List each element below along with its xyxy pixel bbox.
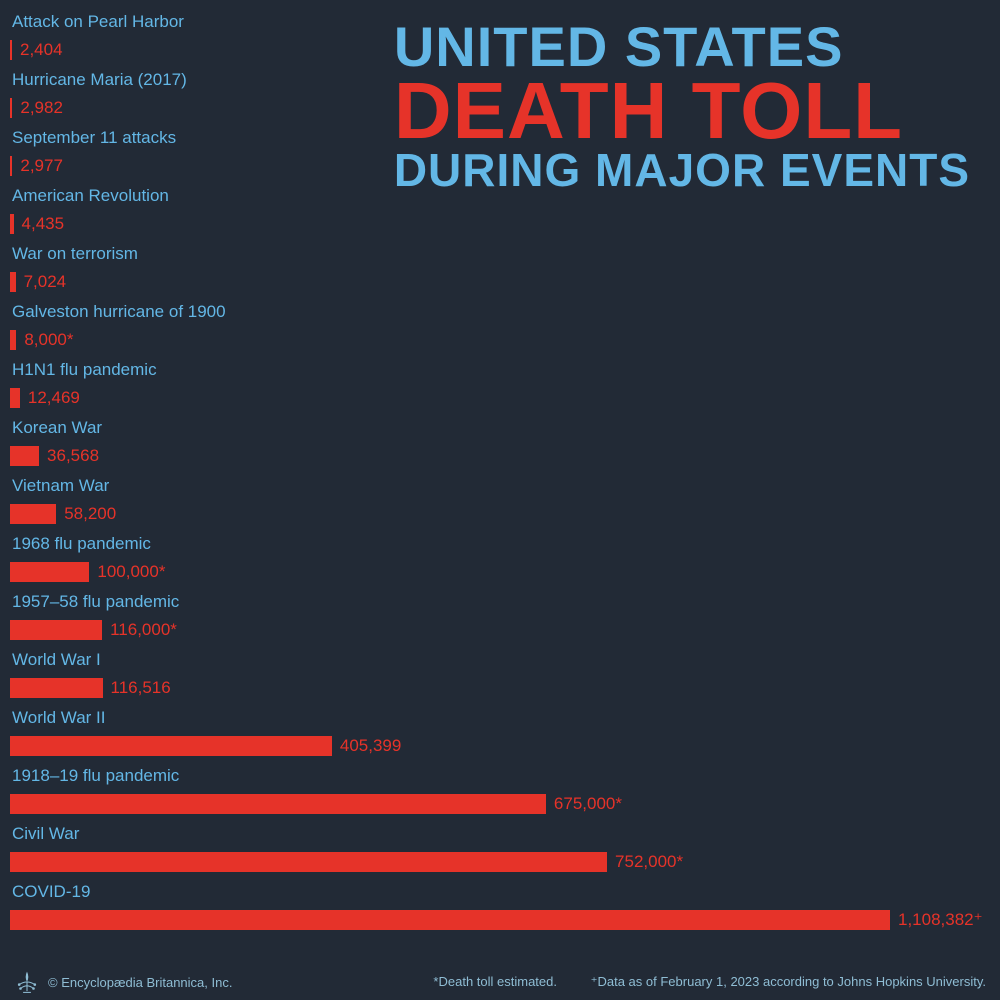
event-label: 1918–19 flu pandemic: [12, 766, 179, 786]
bar-wrap: 8,000*: [10, 330, 74, 350]
chart-row: September 11 attacks 2,977: [10, 126, 990, 184]
event-label: War on terrorism: [12, 244, 138, 264]
bar-wrap: 7,024: [10, 272, 66, 292]
value-label: 58,200: [64, 504, 116, 524]
bar: [10, 156, 12, 176]
bar: [10, 214, 14, 234]
bar-wrap: 2,977: [10, 156, 63, 176]
chart-row: American Revolution 4,435: [10, 184, 990, 242]
chart-row: War on terrorism 7,024: [10, 242, 990, 300]
copyright-text: © Encyclopædia Britannica, Inc.: [48, 975, 232, 990]
event-label: Korean War: [12, 418, 102, 438]
value-label: 405,399: [340, 736, 401, 756]
chart-row: COVID-19 1,108,382⁺: [10, 880, 990, 938]
chart-row: World War I 116,516: [10, 648, 990, 706]
bar: [10, 620, 102, 640]
value-label: 116,516: [111, 678, 171, 698]
chart-row: Korean War 36,568: [10, 416, 990, 474]
event-label: World War I: [12, 650, 101, 670]
bar-wrap: 12,469: [10, 388, 80, 408]
chart-row: World War II 405,399: [10, 706, 990, 764]
bar-wrap: 405,399: [10, 736, 401, 756]
bar-wrap: 2,404: [10, 40, 63, 60]
value-label: 675,000*: [554, 794, 622, 814]
bar-wrap: 58,200: [10, 504, 116, 524]
chart-row: 1968 flu pandemic 100,000*: [10, 532, 990, 590]
bar-wrap: 100,000*: [10, 562, 165, 582]
bar: [10, 736, 332, 756]
bar: [10, 678, 103, 698]
bar-wrap: 675,000*: [10, 794, 622, 814]
event-label: World War II: [12, 708, 106, 728]
event-label: September 11 attacks: [12, 128, 176, 148]
bar-wrap: 116,516: [10, 678, 171, 698]
value-label: 8,000*: [24, 330, 73, 350]
footnote-estimated: *Death toll estimated.: [433, 974, 557, 989]
bar-wrap: 36,568: [10, 446, 99, 466]
value-label: 4,435: [22, 214, 65, 234]
bar-chart: Attack on Pearl Harbor 2,404 Hurricane Mar…: [10, 10, 990, 938]
footnotes: *Death toll estimated. ⁺Data as of Febru…: [232, 974, 986, 990]
chart-row: H1N1 flu pandemic 12,469: [10, 358, 990, 416]
value-label: 12,469: [28, 388, 80, 408]
event-label: H1N1 flu pandemic: [12, 360, 157, 380]
bar: [10, 852, 607, 872]
event-label: Civil War: [12, 824, 79, 844]
event-label: Attack on Pearl Harbor: [12, 12, 184, 32]
bar: [10, 272, 16, 292]
bar-wrap: 1,108,382⁺: [10, 910, 983, 930]
value-label: 36,568: [47, 446, 99, 466]
bar-wrap: 116,000*: [10, 620, 177, 640]
bar: [10, 388, 20, 408]
chart-row: Vietnam War 58,200: [10, 474, 990, 532]
value-label: 2,404: [20, 40, 63, 60]
bar-wrap: 752,000*: [10, 852, 683, 872]
value-label: 116,000*: [110, 620, 177, 640]
event-label: COVID-19: [12, 882, 90, 902]
event-label: American Revolution: [12, 186, 169, 206]
event-label: 1957–58 flu pandemic: [12, 592, 179, 612]
bar: [10, 446, 39, 466]
chart-row: Civil War 752,000*: [10, 822, 990, 880]
bar: [10, 794, 546, 814]
footer: © Encyclopædia Britannica, Inc. *Death t…: [0, 964, 1000, 1000]
footnote-data-source: ⁺Data as of February 1, 2023 according t…: [591, 974, 986, 989]
event-label: Hurricane Maria (2017): [12, 70, 187, 90]
chart-row: Galveston hurricane of 1900 8,000*: [10, 300, 990, 358]
chart-row: Hurricane Maria (2017) 2,982: [10, 68, 990, 126]
bar: [10, 910, 890, 930]
chart-row: 1957–58 flu pandemic 116,000*: [10, 590, 990, 648]
bar: [10, 40, 12, 60]
bar: [10, 504, 56, 524]
britannica-logo-icon: [14, 969, 40, 995]
value-label: 2,977: [20, 156, 63, 176]
chart-row: 1918–19 flu pandemic 675,000*: [10, 764, 990, 822]
chart-row: Attack on Pearl Harbor 2,404: [10, 10, 990, 68]
value-label: 1,108,382⁺: [898, 910, 983, 930]
bar: [10, 98, 12, 118]
bar-wrap: 4,435: [10, 214, 64, 234]
event-label: Galveston hurricane of 1900: [12, 302, 226, 322]
value-label: 100,000*: [97, 562, 165, 582]
bar: [10, 330, 16, 350]
event-label: Vietnam War: [12, 476, 109, 496]
bar-wrap: 2,982: [10, 98, 63, 118]
bar: [10, 562, 89, 582]
value-label: 2,982: [20, 98, 63, 118]
value-label: 7,024: [24, 272, 67, 292]
event-label: 1968 flu pandemic: [12, 534, 151, 554]
value-label: 752,000*: [615, 852, 683, 872]
